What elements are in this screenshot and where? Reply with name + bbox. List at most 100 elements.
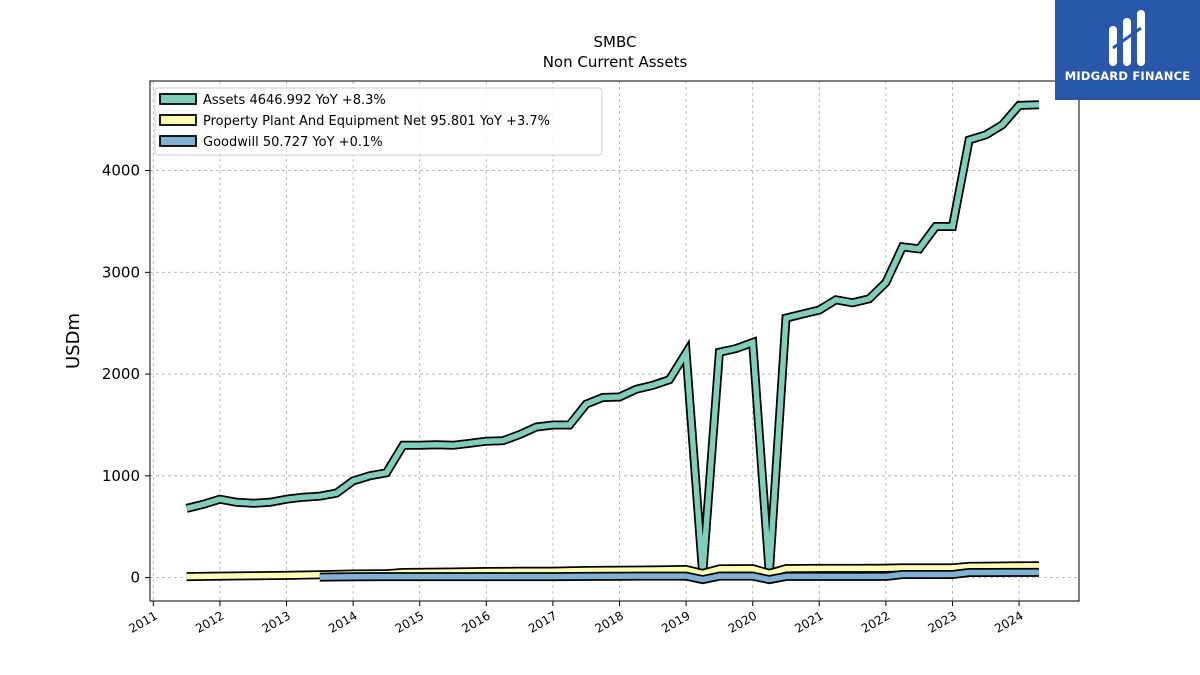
series-0-point: [969, 139, 970, 140]
series-0-point: [869, 298, 870, 299]
series-0-point: [402, 445, 403, 446]
series-2-point: [752, 575, 753, 576]
series-1-point: [253, 575, 254, 576]
series-2-point: [785, 576, 786, 577]
brand-logo: MIDGARD FINANCE: [1055, 0, 1200, 100]
legend-frame: [154, 87, 603, 156]
series-0-point: [486, 441, 487, 442]
series-1-point: [619, 570, 620, 571]
y-tick-label: 3000: [102, 263, 140, 281]
series-0-point: [552, 424, 553, 425]
series-1-point: [219, 575, 220, 576]
series-1-point: [1038, 565, 1039, 566]
series-1-point: [785, 568, 786, 569]
series-0-point: [1002, 124, 1003, 125]
legend-swatch: [159, 114, 197, 126]
series-1-point: [952, 567, 953, 568]
chart-subtitle: Non Current Assets: [543, 53, 688, 71]
y-tick-label: 0: [130, 569, 140, 587]
series-2-point: [519, 576, 520, 577]
series-0-point: [602, 397, 603, 398]
x-tick-label: 2023: [926, 608, 959, 635]
series-0-point: [269, 502, 270, 503]
series-2-point: [652, 575, 653, 576]
series-2-point: [1038, 572, 1039, 573]
legend-swatch: [159, 135, 197, 147]
series-2-point: [452, 576, 453, 577]
legend-label: Assets 4646.992 YoY +8.3%: [203, 93, 386, 108]
series-0-point: [685, 352, 686, 353]
series-2-point: [919, 574, 920, 575]
series-1-point: [969, 566, 970, 567]
series-0-point: [1038, 104, 1039, 105]
series-0-point: [885, 282, 886, 283]
series-1-point: [1018, 565, 1019, 566]
series-2-point: [985, 572, 986, 573]
series-0-point: [835, 299, 836, 300]
series-1-point: [486, 571, 487, 572]
series-1-point: [186, 576, 187, 577]
series-0-point: [253, 503, 254, 504]
series-layer: [185, 100, 1040, 585]
legend-label: Goodwill 50.727 YoY +0.1%: [203, 135, 383, 150]
series-1-point: [286, 575, 287, 576]
series-0-point: [669, 379, 670, 380]
series-0-point: [186, 508, 187, 509]
series-1-point: [702, 573, 703, 574]
series-0-point: [1018, 105, 1019, 106]
series-0-point: [735, 348, 736, 349]
series-0-point: [752, 342, 753, 343]
series-2-point: [819, 576, 820, 577]
x-tick-label: 2019: [659, 608, 692, 635]
series-0-point: [219, 499, 220, 500]
series-0-point: [469, 443, 470, 444]
series-2-point: [586, 576, 587, 577]
series-0-point: [935, 226, 936, 227]
series-0-point: [436, 444, 437, 445]
series-2-point: [885, 576, 886, 577]
series-2-point: [852, 576, 853, 577]
x-tick-label: 2011: [126, 608, 159, 635]
series-2-point: [1018, 572, 1019, 573]
x-tick-label: 2024: [992, 608, 1025, 635]
x-tick-label: 2014: [326, 608, 359, 635]
series-0-point: [353, 480, 354, 481]
series-0-point: [785, 318, 786, 319]
series-1-point: [652, 569, 653, 570]
series-0-point: [952, 226, 953, 227]
series-1-point: [885, 568, 886, 569]
series-0-point: [336, 493, 337, 494]
y-tick-label: 4000: [102, 162, 140, 180]
series-0-point: [919, 248, 920, 249]
series-2-point: [969, 572, 970, 573]
series-1-point: [719, 568, 720, 569]
series-outline-0: [185, 100, 1040, 574]
series-2-point: [902, 574, 903, 575]
series-0-point: [236, 502, 237, 503]
series-2-point: [702, 579, 703, 580]
legend-swatch: [159, 93, 197, 105]
series-0-point: [902, 246, 903, 247]
series-2-point: [619, 576, 620, 577]
series-0-point: [636, 389, 637, 390]
series-0-point: [652, 385, 653, 386]
series-2-point: [419, 576, 420, 577]
series-0-point: [519, 434, 520, 435]
series-1-point: [985, 566, 986, 567]
logo-text: MIDGARD FINANCE: [1064, 69, 1191, 83]
series-1-point: [752, 568, 753, 569]
x-tick-label: 2012: [193, 608, 226, 635]
series-2-point: [685, 575, 686, 576]
series-0-point: [802, 313, 803, 314]
series-1-point: [769, 573, 770, 574]
logo-mark-icon: [1109, 10, 1145, 66]
series-2-point: [769, 579, 770, 580]
series-0-point: [369, 475, 370, 476]
series-1-point: [685, 569, 686, 570]
x-tick-label: 2016: [459, 608, 492, 635]
x-tick-label: 2021: [792, 608, 825, 635]
series-0-point: [719, 352, 720, 353]
legend-label: Property Plant And Equipment Net 95.801 …: [203, 114, 550, 129]
series-2-point: [386, 576, 387, 577]
